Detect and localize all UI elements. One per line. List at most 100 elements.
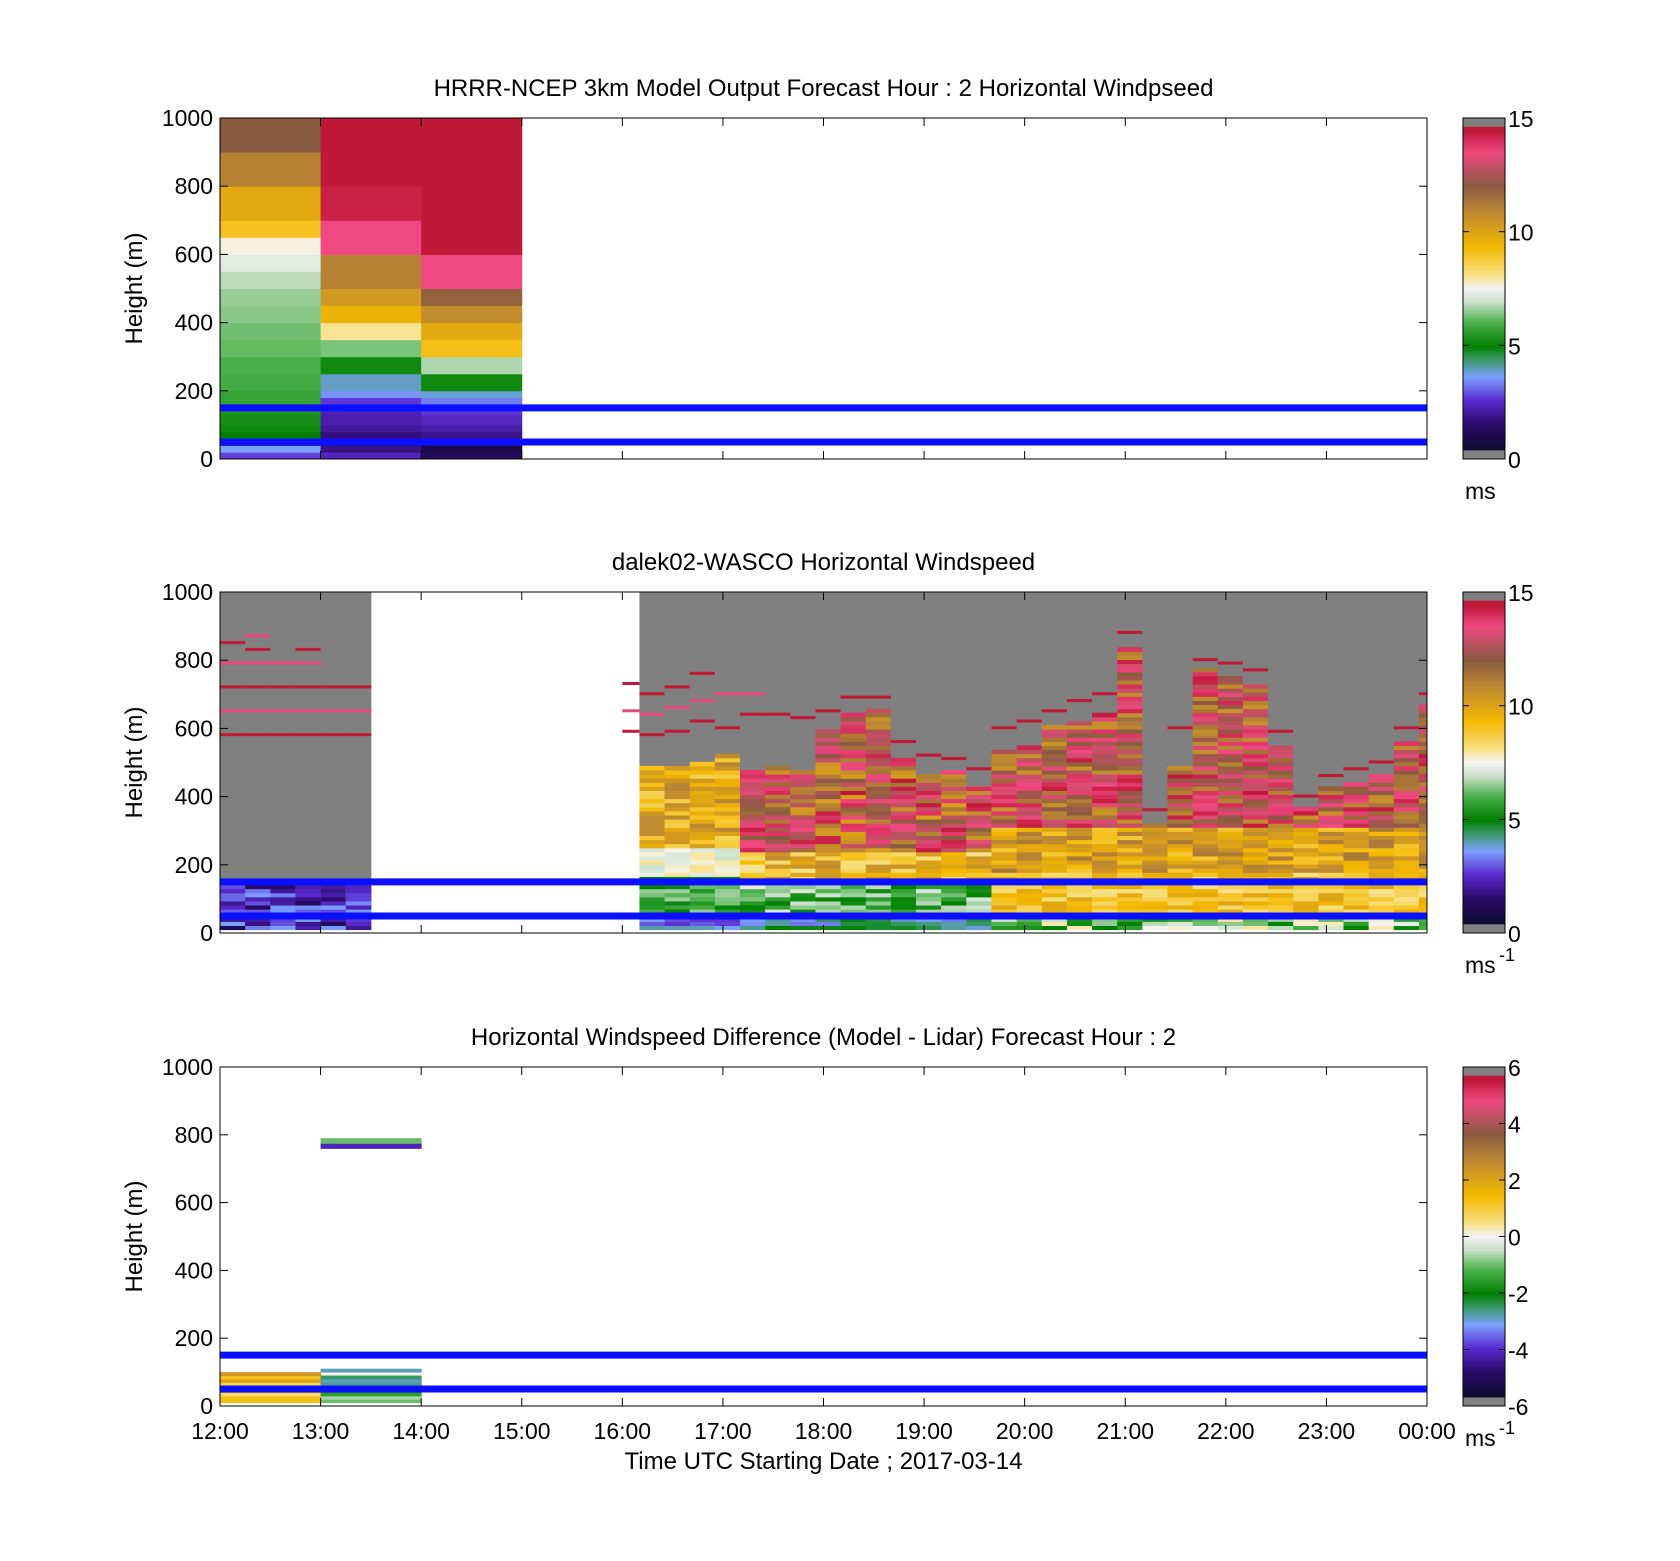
lidar-cell — [1167, 872, 1194, 877]
lidar-cell — [1117, 827, 1143, 832]
lidar-cell — [639, 872, 666, 877]
lidar-cell — [991, 864, 1018, 869]
lidar-cell — [991, 806, 1018, 812]
lidar-cell — [1041, 761, 1068, 767]
lidar-cell — [1192, 905, 1219, 910]
lidar-cell — [1343, 810, 1370, 816]
lidar-cell — [1117, 700, 1143, 706]
lidar-cell — [1393, 790, 1420, 796]
lidar-cell — [790, 716, 816, 720]
lidar-cell — [865, 917, 892, 922]
lidar-cell — [865, 798, 892, 804]
lidar-cell — [790, 794, 816, 800]
lidar-cell — [1242, 753, 1269, 759]
lidar-cell — [1092, 851, 1118, 857]
lidar-cell — [639, 888, 666, 894]
lidar-cell — [1016, 790, 1043, 796]
lidar-cell — [840, 770, 867, 775]
lidar-cell — [1092, 737, 1118, 742]
lidar-cell — [714, 831, 741, 836]
lidar-cell — [714, 860, 741, 865]
lidar-cell — [790, 806, 816, 812]
lidar-cell — [270, 685, 296, 689]
lidar-cell — [345, 709, 372, 713]
lidar-cell — [1192, 790, 1219, 796]
lidar-cell — [689, 810, 716, 816]
lidar-cell — [1268, 835, 1294, 841]
lidar-cell — [689, 855, 716, 861]
lidar-cell — [220, 661, 246, 665]
lidar-cell — [790, 860, 816, 865]
lidar-cell — [815, 823, 842, 828]
lidar-cell — [941, 815, 967, 820]
lidar-cell — [1167, 905, 1194, 910]
lidar-cell — [1041, 909, 1068, 914]
lidar-cell — [639, 806, 666, 812]
lidar-cell — [1117, 667, 1143, 673]
lidar-cell — [1192, 855, 1219, 861]
lidar-cell — [966, 802, 992, 808]
lidar-cell — [991, 892, 1018, 898]
lidar-cell — [639, 712, 666, 716]
lidar-cell — [1041, 724, 1068, 730]
lidar-cell — [1418, 810, 1428, 816]
lidar-cell — [790, 847, 816, 853]
lidar-cell — [765, 888, 791, 894]
lidar-cell — [790, 774, 816, 779]
lidar-cell — [1092, 720, 1118, 726]
lidar-cell — [991, 786, 1018, 791]
heat-cell — [320, 452, 422, 460]
lidar-cell — [689, 847, 716, 853]
no-data-region — [1418, 592, 1428, 708]
lidar-cell — [815, 810, 842, 816]
lidar-cell — [815, 802, 842, 808]
lidar-cell — [765, 921, 791, 926]
lidar-cell — [765, 851, 791, 857]
lidar-cell — [1142, 835, 1168, 841]
no-data-region — [689, 592, 716, 763]
lidar-cell — [1016, 835, 1043, 841]
lidar-cell — [1242, 884, 1269, 890]
lidar-cell — [1343, 872, 1370, 877]
lidar-cell — [1393, 888, 1420, 894]
lidar-cell — [991, 888, 1018, 894]
lidar-cell — [890, 864, 917, 869]
lidar-cell — [1318, 855, 1345, 861]
lidar-cell — [916, 802, 942, 808]
lidar-cell — [1066, 778, 1093, 783]
lidar-cell — [1217, 684, 1244, 689]
lidar-cell — [1418, 892, 1428, 898]
lidar-cell — [1092, 925, 1118, 931]
lidar-cell — [320, 685, 347, 689]
lidar-cell — [1242, 786, 1269, 791]
lidar-cell — [1092, 868, 1118, 873]
lidar-cell — [941, 831, 967, 836]
lidar-cell — [689, 794, 716, 800]
lidar-cell — [1066, 868, 1093, 873]
lidar-cell — [941, 872, 967, 877]
lidar-cell — [1318, 823, 1345, 828]
lidar-cell — [1117, 847, 1143, 853]
lidar-cell — [245, 905, 271, 910]
lidar-cell — [1343, 806, 1370, 812]
lidar-cell — [1242, 716, 1269, 722]
lidar-cell — [941, 905, 967, 910]
lidar-cell — [1268, 872, 1294, 877]
colorbar-tick-label: 5 — [1508, 807, 1521, 833]
lidar-cell — [270, 884, 296, 890]
lidar-cell — [865, 888, 892, 894]
lidar-cell — [815, 741, 842, 746]
lidar-cell — [991, 770, 1018, 775]
lidar-cell — [1142, 823, 1168, 828]
lidar-cell — [765, 782, 791, 787]
lidar-cell — [865, 831, 892, 836]
lidar-cell — [840, 815, 867, 820]
lidar-cell — [1192, 925, 1219, 931]
lidar-cell — [1192, 917, 1219, 922]
lidar-cell — [1142, 860, 1168, 865]
lidar-cell — [1142, 864, 1168, 869]
lidar-cell — [1268, 847, 1294, 853]
lidar-cell — [1268, 925, 1294, 931]
lidar-cell — [1092, 896, 1118, 902]
